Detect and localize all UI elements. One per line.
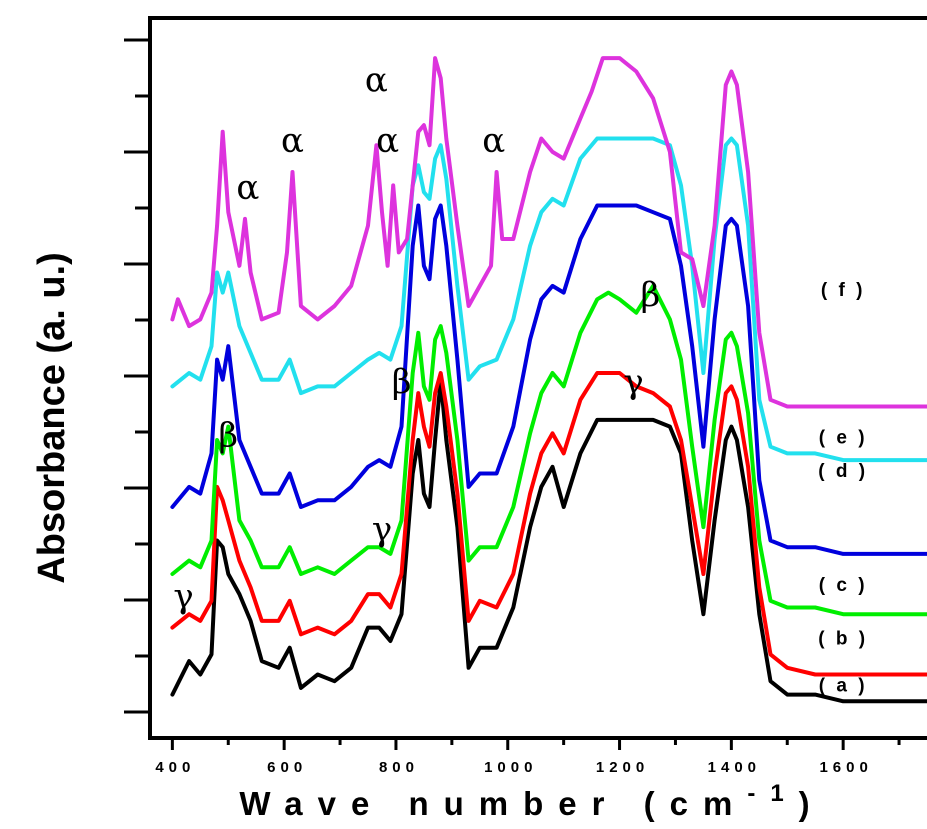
- curve-label: ( b ): [818, 628, 868, 649]
- plot-frame: [148, 16, 927, 740]
- phase-annotation: α: [365, 61, 388, 101]
- phase-annotation: α: [236, 168, 259, 208]
- plot-border: [148, 16, 927, 740]
- x-axis-label-superscript: -1: [747, 780, 798, 807]
- series-line-f: [170, 56, 927, 409]
- phase-annotation: α: [376, 121, 399, 161]
- phase-annotation: β: [218, 416, 238, 456]
- series-line-c: [170, 283, 927, 617]
- curve-label: ( c ): [819, 575, 868, 596]
- x-axis-label: Wave number (cm-1): [239, 780, 824, 822]
- x-axis-label-main: Wave number (cm: [239, 785, 747, 822]
- phase-annotation: γ: [623, 362, 643, 402]
- series-line-d: [170, 203, 927, 556]
- phase-annotation: γ: [173, 577, 193, 617]
- curve-label: ( a ): [819, 675, 868, 696]
- curve-labels: ( f ) ( e ) ( d ) ( c ) ( b ) ( a ): [818, 280, 868, 696]
- phase-annotation: α: [281, 121, 304, 161]
- series-line-a: [170, 377, 927, 704]
- x-tick-label: 400: [155, 759, 195, 776]
- y-axis-ticks: [124, 38, 150, 714]
- x-tick-label: 1400: [708, 759, 761, 776]
- y-axis-label: Absorbance (a. u.): [31, 252, 73, 584]
- series-line-b: [170, 371, 927, 677]
- x-tick-label: 1000: [484, 759, 537, 776]
- curve-label: ( e ): [819, 427, 868, 448]
- x-axis-ticks: 400 600 800 1000 1200 1400 1600: [155, 738, 901, 776]
- series-line-e: [170, 136, 927, 463]
- phase-annotation: β: [640, 275, 660, 315]
- x-axis-label-close: ): [799, 785, 825, 822]
- phase-annotation: γ: [372, 510, 392, 550]
- phase-annotation: β: [392, 362, 412, 402]
- curve-label: ( f ): [821, 280, 866, 301]
- x-tick-label: 600: [267, 759, 307, 776]
- series-layer: [170, 56, 927, 704]
- phase-annotation: α: [482, 121, 505, 161]
- x-tick-label: 800: [379, 759, 419, 776]
- x-tick-label: 1200: [596, 759, 649, 776]
- curve-label: ( d ): [818, 461, 868, 482]
- x-tick-label: 1600: [819, 759, 872, 776]
